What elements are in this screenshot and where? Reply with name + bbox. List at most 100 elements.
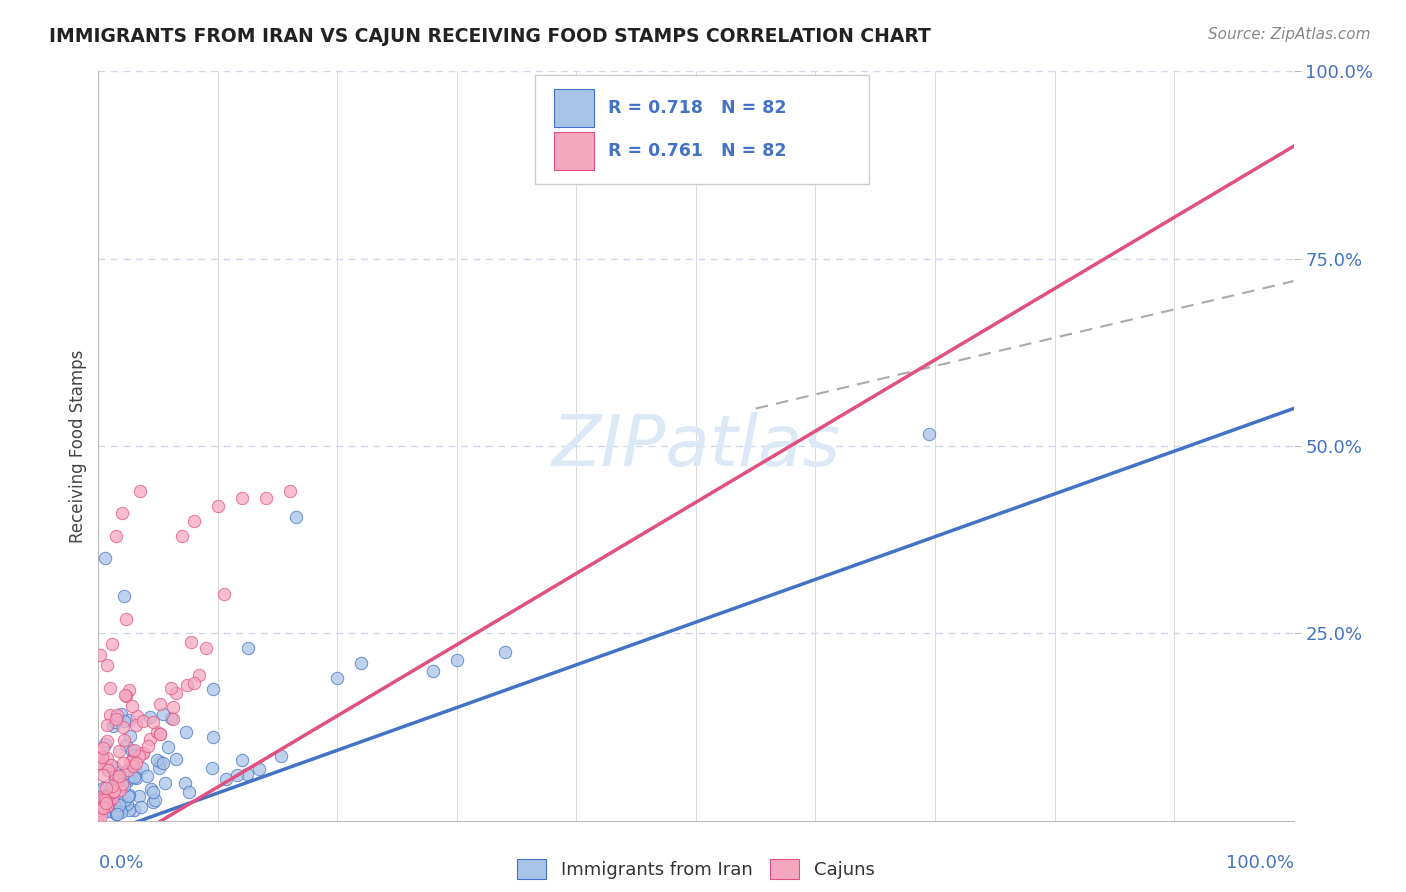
Point (101, 780, 124, 794)
Point (90, 799, 112, 814)
Point (110, 797, 132, 811)
Point (165, 752, 187, 766)
Point (108, 764, 131, 779)
Point (226, 767, 249, 781)
Point (96, 799, 118, 814)
Point (115, 773, 138, 788)
Point (94, 791, 117, 805)
Point (124, 756, 146, 771)
Point (105, 707, 128, 722)
Point (174, 776, 197, 790)
Point (111, 776, 134, 790)
Point (105, 769, 128, 783)
Point (100, 787, 122, 801)
Point (94, 737, 117, 751)
Point (105, 807, 128, 822)
Point (108, 801, 131, 815)
Point (89, 648, 111, 663)
Point (148, 761, 170, 775)
Point (96, 657, 118, 672)
Point (128, 748, 150, 763)
Point (107, 769, 129, 783)
Point (145, 793, 167, 807)
Point (149, 726, 172, 740)
Point (138, 739, 160, 754)
FancyBboxPatch shape (554, 132, 595, 169)
Point (162, 700, 184, 714)
Point (122, 743, 145, 757)
Point (110, 707, 132, 722)
Point (117, 797, 139, 811)
Point (138, 710, 160, 724)
Point (96, 717, 118, 731)
Point (107, 798, 129, 813)
Point (96, 789, 118, 804)
Point (103, 784, 125, 798)
Point (121, 752, 143, 766)
Point (176, 724, 198, 739)
Point (101, 790, 124, 805)
Point (165, 686, 187, 700)
Point (98, 708, 121, 723)
Point (125, 708, 148, 723)
Point (110, 805, 132, 820)
Point (122, 747, 145, 762)
Point (90, 755, 112, 769)
Point (90, 808, 112, 822)
Point (183, 675, 205, 690)
Point (120, 769, 142, 783)
Legend: Immigrants from Iran, Cajuns: Immigrants from Iran, Cajuns (510, 852, 882, 887)
Point (112, 589, 135, 603)
Text: R = 0.718   N = 82: R = 0.718 N = 82 (607, 99, 786, 117)
Point (121, 757, 143, 772)
Point (89, 804, 111, 818)
Point (114, 765, 136, 780)
Point (111, 507, 134, 521)
Point (94, 551, 117, 566)
Point (91, 780, 114, 795)
Point (117, 789, 139, 804)
Point (142, 796, 165, 810)
Point (115, 689, 138, 703)
Point (326, 671, 349, 685)
Point (97, 763, 120, 777)
Point (107, 773, 129, 788)
Point (98, 681, 121, 695)
Point (105, 807, 128, 822)
Point (157, 739, 180, 754)
Point (176, 677, 198, 691)
Point (149, 697, 172, 711)
Point (117, 803, 139, 817)
Point (159, 711, 181, 725)
Point (128, 789, 150, 803)
Point (122, 803, 145, 817)
Point (494, 645, 516, 659)
Point (87, 747, 110, 761)
Point (96, 760, 118, 774)
Point (120, 755, 142, 769)
Point (94, 789, 117, 803)
Point (89, 756, 111, 771)
Point (135, 769, 157, 783)
Point (194, 640, 217, 655)
Point (122, 770, 145, 784)
Point (87, 756, 110, 770)
Point (90, 750, 112, 764)
Point (100, 637, 122, 651)
Point (132, 746, 155, 760)
Point (112, 756, 135, 771)
Point (121, 699, 143, 714)
Point (201, 761, 224, 775)
Point (96, 796, 118, 810)
Point (152, 756, 174, 770)
Point (121, 744, 143, 758)
Point (100, 758, 122, 772)
Point (117, 771, 139, 785)
Point (918, 427, 941, 442)
Point (117, 763, 139, 777)
Text: Source: ZipAtlas.com: Source: ZipAtlas.com (1208, 27, 1371, 42)
Point (104, 715, 127, 730)
Point (142, 785, 165, 799)
Point (101, 785, 124, 799)
Point (446, 652, 468, 666)
